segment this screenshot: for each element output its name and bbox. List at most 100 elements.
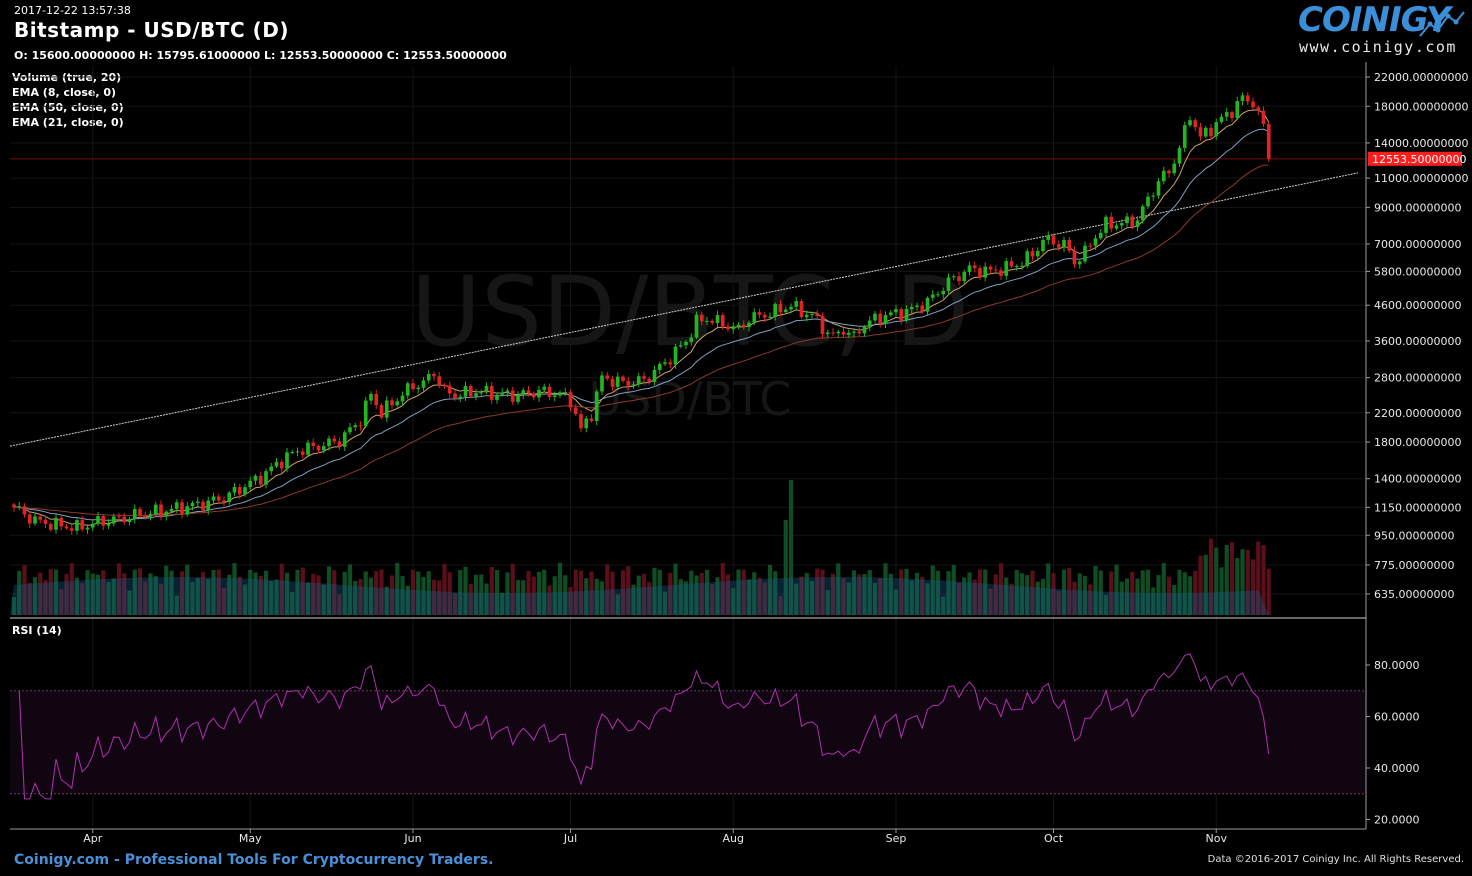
- candle-body: [962, 271, 967, 282]
- volume-bar: [752, 572, 757, 615]
- volume-bar: [878, 577, 883, 615]
- candle-body: [1088, 245, 1093, 247]
- volume-bar: [799, 576, 804, 615]
- candle-body: [216, 496, 221, 501]
- volume-bar: [90, 573, 95, 615]
- candle-body: [631, 384, 636, 386]
- volume-bar: [1245, 550, 1250, 615]
- candle-body: [1114, 225, 1119, 229]
- candle-body: [810, 313, 814, 315]
- volume-bar: [463, 566, 468, 615]
- candle-body: [1182, 125, 1187, 148]
- volume-bar: [1166, 576, 1172, 615]
- candle-body: [720, 315, 725, 327]
- volume-bar: [53, 569, 59, 615]
- volume-bar: [631, 584, 636, 615]
- candle-body: [972, 265, 977, 269]
- volume-bar: [883, 563, 888, 615]
- price-tick-label: 1400.00000000: [1374, 473, 1461, 486]
- candle-body: [316, 445, 321, 451]
- volume-bar: [515, 580, 521, 615]
- rsi-pane: [10, 653, 1366, 800]
- candle-body: [1004, 261, 1009, 276]
- candle-body: [1230, 112, 1234, 118]
- candle-body: [647, 378, 652, 383]
- candle-body: [1083, 245, 1087, 262]
- candle-body: [820, 315, 825, 334]
- candle-body: [1020, 265, 1024, 267]
- volume-bar: [342, 571, 347, 615]
- candle-body: [899, 309, 904, 321]
- volume-bar: [626, 566, 631, 615]
- candle-body: [1041, 239, 1045, 252]
- volume-bar: [1140, 570, 1145, 615]
- timestamp: 2017-12-22 13:57:38: [14, 4, 131, 17]
- volume-bar: [668, 572, 673, 615]
- volume-bar: [326, 566, 332, 615]
- volume-bar: [825, 590, 830, 615]
- price-tick-label: 14000.00000000: [1374, 137, 1468, 150]
- candle-body: [353, 425, 358, 428]
- volume-bar: [106, 582, 111, 615]
- watermark-symbol: USD/BTC, D: [411, 256, 969, 368]
- volume-bar: [1240, 549, 1245, 615]
- candle-body: [332, 438, 337, 442]
- time-tick-label: Oct: [1044, 832, 1064, 845]
- volume-bar: [1161, 563, 1166, 615]
- volume-bar: [893, 589, 899, 615]
- volume-bar: [573, 569, 578, 615]
- volume-ma-area: [10, 577, 1269, 615]
- price-tick-label: 4600.00000000: [1374, 299, 1461, 312]
- volume-bar: [311, 573, 316, 615]
- volume-bar: [332, 570, 337, 615]
- volume-bar: [794, 583, 799, 615]
- candle-body: [290, 451, 295, 453]
- rsi-band: [10, 690, 1366, 794]
- volume-bar: [1030, 570, 1035, 615]
- candle-body: [768, 316, 772, 318]
- volume-bar: [521, 580, 526, 615]
- candle-body: [951, 276, 956, 278]
- candle-body: [573, 407, 578, 415]
- volume-bar: [941, 596, 946, 615]
- candle-body: [148, 513, 153, 517]
- volume-bar: [1177, 569, 1182, 615]
- volume-bar: [636, 575, 641, 615]
- volume-bar: [32, 577, 38, 615]
- volume-bar: [1135, 578, 1140, 615]
- volume-bar: [725, 574, 731, 615]
- candle-body: [1251, 101, 1255, 108]
- volume-bar: [337, 594, 342, 615]
- candle-body: [96, 516, 100, 524]
- candle-body: [489, 385, 494, 400]
- candle-body: [479, 392, 484, 394]
- candle-body: [258, 475, 263, 485]
- candle-body: [867, 320, 872, 327]
- volume-bar: [731, 588, 736, 615]
- watermark-subtitle: USD/BTC: [589, 372, 792, 426]
- candle-body: [274, 461, 279, 467]
- candle-body: [195, 501, 200, 503]
- ema-8-line: [13, 109, 1270, 526]
- volume-bar: [111, 578, 116, 615]
- candle-body: [500, 392, 505, 395]
- candle-body: [825, 332, 830, 334]
- volume-bar: [1124, 578, 1130, 615]
- candle-body: [190, 502, 195, 507]
- candle-body: [374, 393, 379, 406]
- candle-body: [857, 331, 862, 334]
- candle-body: [169, 508, 174, 512]
- volume-bar: [69, 563, 74, 615]
- candle-body: [752, 312, 757, 323]
- candle-body: [1035, 251, 1040, 257]
- volume-bar: [1077, 573, 1082, 615]
- candle-body: [920, 305, 925, 312]
- volume-bar: [767, 564, 773, 615]
- candle-body: [279, 461, 284, 469]
- rsi-label: RSI (14): [12, 624, 62, 637]
- candle-body: [1146, 196, 1150, 207]
- candle-body: [673, 346, 678, 365]
- volume-bar: [185, 564, 190, 615]
- candle-body: [1109, 216, 1114, 229]
